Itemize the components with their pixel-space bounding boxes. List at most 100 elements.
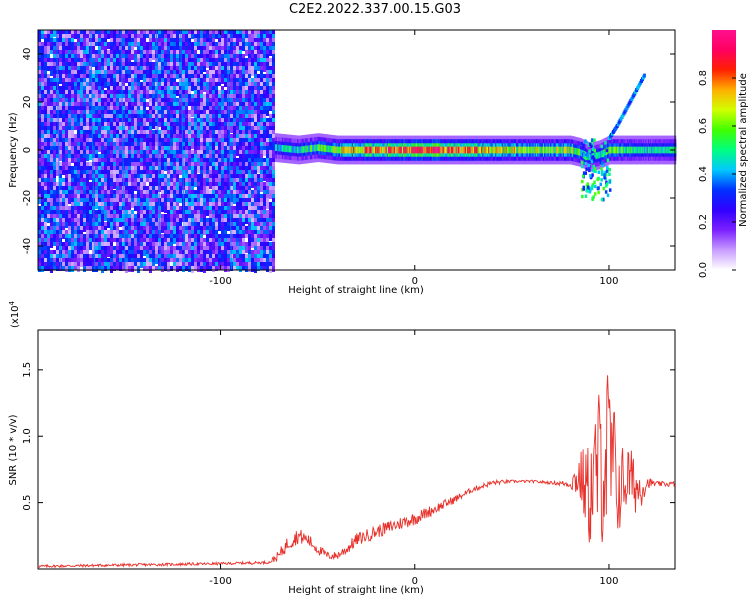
heatmap-cell <box>167 90 170 94</box>
heatmap-cell <box>41 194 44 199</box>
heatmap-cell <box>263 82 266 87</box>
heatmap-cell <box>182 78 185 85</box>
heatmap-cell <box>56 166 59 171</box>
heatmap-cell <box>224 178 227 183</box>
heatmap-cell <box>185 238 188 243</box>
heatmap-cell <box>188 122 191 128</box>
heatmap-cell <box>56 146 59 152</box>
heatmap-cell <box>161 62 164 69</box>
heatmap-cell <box>257 186 260 192</box>
heatmap-cell <box>176 178 179 184</box>
heatmap-cell <box>182 118 185 124</box>
heatmap-cell <box>161 126 164 132</box>
heatmap-cell <box>263 114 266 120</box>
heatmap-cell <box>239 226 242 232</box>
heatmap-cell <box>41 54 44 61</box>
heatmap-cell <box>38 42 41 49</box>
heatmap-cell <box>254 178 257 184</box>
heatmap-cell <box>320 144 323 152</box>
heatmap-cell <box>212 194 215 198</box>
heatmap-cell <box>113 150 116 157</box>
heatmap-cell <box>122 66 125 72</box>
heatmap-cell <box>116 126 119 132</box>
heatmap-cell <box>194 162 197 167</box>
heatmap-cell <box>257 250 260 257</box>
heatmap-cell <box>245 102 248 108</box>
heatmap-cell <box>125 134 128 141</box>
heatmap-cell <box>104 146 107 151</box>
heatmap-cell <box>269 70 272 76</box>
heatmap-cell <box>266 190 269 197</box>
heatmap-cell <box>242 170 245 176</box>
heatmap-cell <box>257 150 260 154</box>
heatmap-cell <box>134 258 137 263</box>
heatmap-cell <box>257 234 260 241</box>
heatmap-cell <box>140 142 143 146</box>
heatmap-cell <box>197 34 200 39</box>
heatmap-cell <box>113 58 116 63</box>
heatmap-cell <box>164 34 167 39</box>
heatmap-cell <box>185 250 188 256</box>
heatmap-cell <box>242 234 245 238</box>
heatmap-cell <box>89 182 92 187</box>
heatmap-cell <box>248 142 251 147</box>
heatmap-cell <box>197 74 200 79</box>
heatmap-cell <box>41 62 44 67</box>
heatmap-cell <box>146 138 149 142</box>
heatmap-cell <box>191 198 194 205</box>
heatmap-cell <box>86 162 89 167</box>
heatmap-cell <box>242 78 245 83</box>
heatmap-cell <box>260 62 263 68</box>
heatmap-cell <box>56 30 59 35</box>
heatmap-cell <box>98 258 101 264</box>
heatmap-cell <box>239 166 242 173</box>
heatmap-cell <box>194 242 197 246</box>
heatmap-cell <box>86 110 89 117</box>
heatmap-cell <box>200 98 203 104</box>
heatmap-cell <box>239 210 242 215</box>
heatmap-cell <box>131 110 134 115</box>
heatmap-cell <box>191 150 194 155</box>
heatmap-cell <box>131 94 134 98</box>
heatmap-cell <box>266 90 269 96</box>
heatmap-cell <box>155 238 158 245</box>
heatmap-cell <box>80 42 83 46</box>
heatmap-cell <box>167 86 170 92</box>
heatmap-cell <box>98 38 101 43</box>
heatmap-cell <box>119 266 122 271</box>
heatmap-cell <box>149 134 152 138</box>
heatmap-cell <box>242 186 245 191</box>
heatmap-cell <box>41 238 44 245</box>
heatmap-cell <box>221 138 224 144</box>
heatmap-cell <box>101 242 104 246</box>
heatmap-cell <box>119 34 122 39</box>
heatmap-cell <box>206 82 209 87</box>
heatmap-cell <box>110 94 113 99</box>
heatmap-cell <box>248 138 251 144</box>
heatmap-cell <box>260 234 263 239</box>
heatmap-cell <box>254 186 257 193</box>
heatmap-cell <box>131 242 134 247</box>
heatmap-cell <box>209 222 212 227</box>
heatmap-cell <box>122 82 125 88</box>
heatmap-cell <box>254 134 257 139</box>
heatmap-cell <box>203 158 206 165</box>
heatmap-cell <box>143 226 146 233</box>
heatmap-cell <box>218 62 221 67</box>
heatmap-cell <box>146 114 149 121</box>
heatmap-cell <box>53 130 56 134</box>
heatmap-cell <box>53 154 56 159</box>
heatmap-cell <box>98 162 101 168</box>
heatmap-cell <box>224 266 227 272</box>
heatmap-cell <box>86 46 89 51</box>
heatmap-cell <box>272 86 275 92</box>
heatmap-cell <box>122 134 125 139</box>
heatmap-cell <box>344 146 347 154</box>
heatmap-cell <box>149 66 152 72</box>
heatmap-cell <box>173 126 176 133</box>
heatmap-cell <box>113 126 116 132</box>
heatmap-cell <box>137 98 140 103</box>
heatmap-cell <box>245 230 248 234</box>
heatmap-cell <box>185 114 188 120</box>
heatmap-cell <box>83 46 86 53</box>
